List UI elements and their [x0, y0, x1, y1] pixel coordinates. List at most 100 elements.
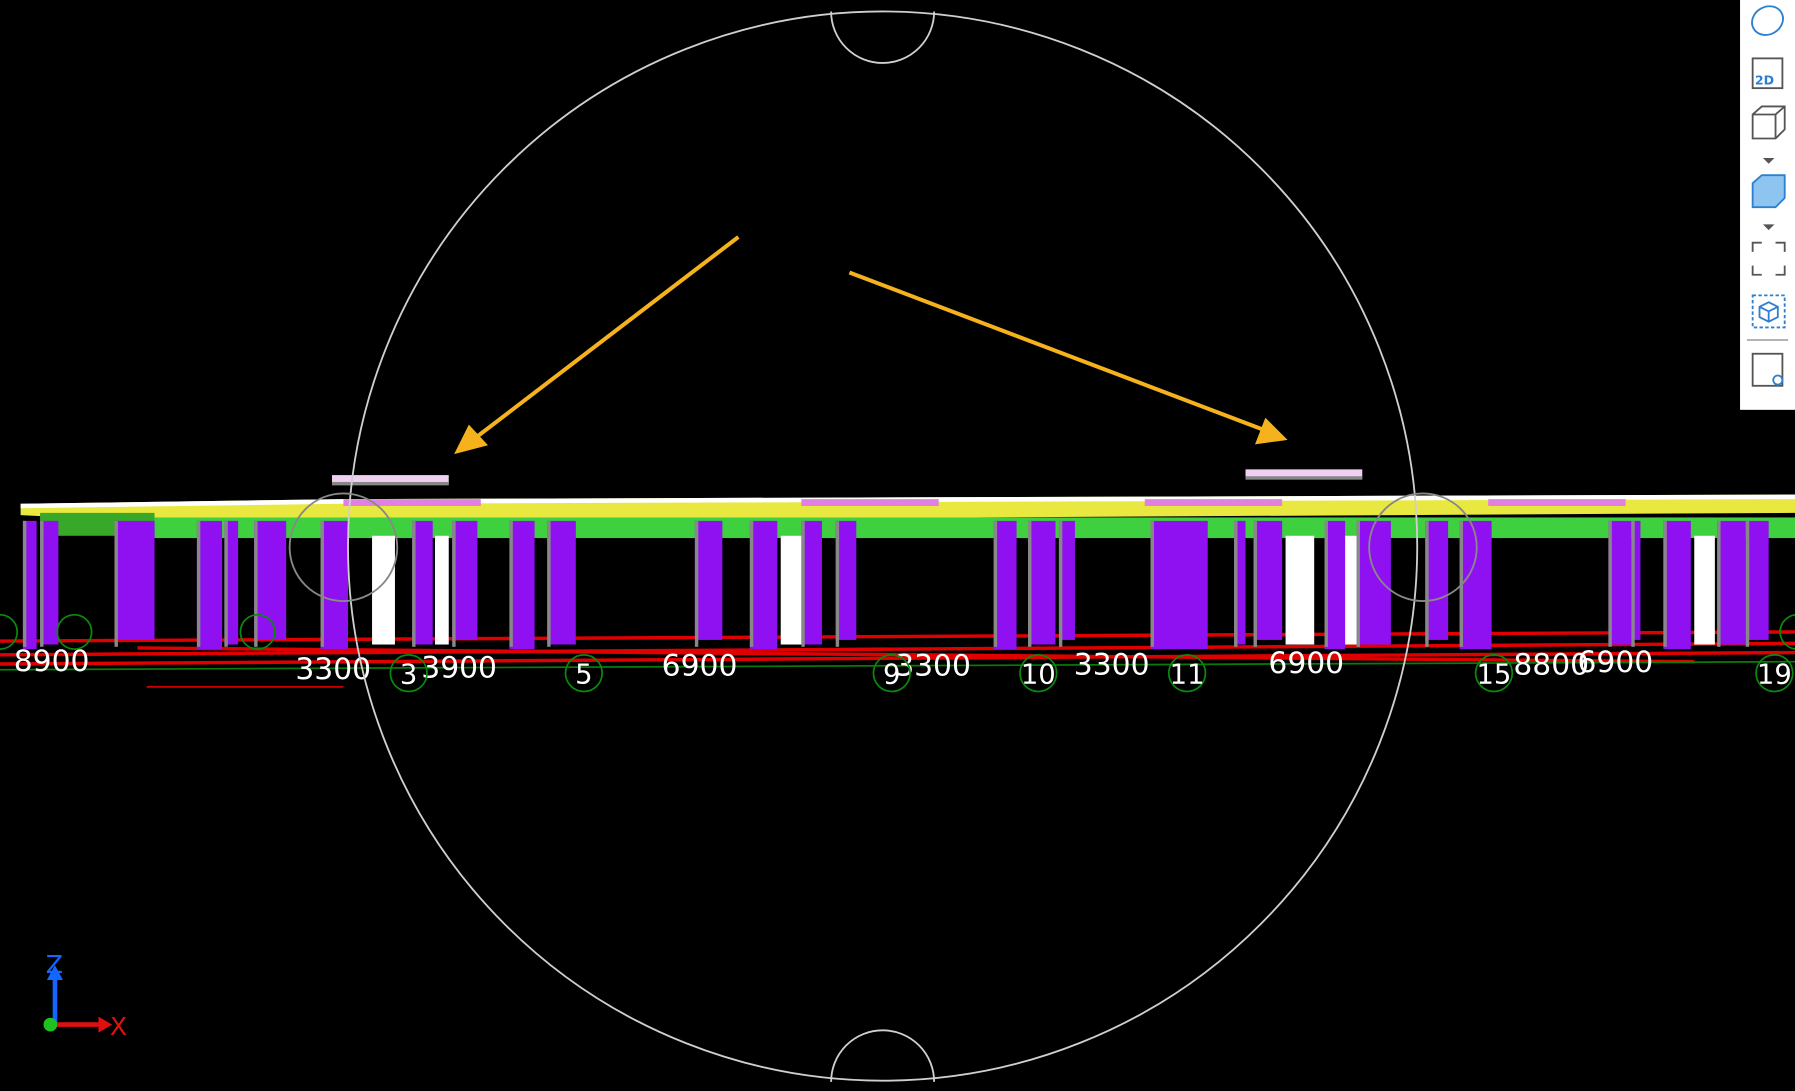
orbit-button[interactable]: [1747, 1, 1788, 41]
grid-bubble: [564, 653, 604, 693]
slab-patch: [801, 499, 939, 507]
column-edge: [452, 520, 456, 647]
view-3d-button[interactable]: [1751, 105, 1786, 140]
grid-label: 3: [400, 659, 417, 690]
dimension-label: 6900: [662, 648, 738, 683]
dropdown[interactable]: [1762, 224, 1775, 231]
column: [801, 520, 822, 645]
column-edge: [749, 520, 754, 647]
view-2d-label[interactable]: 2D: [1755, 73, 1774, 88]
view-2d-button[interactable]: [1751, 57, 1784, 90]
column: [1459, 520, 1492, 650]
dimension-label: 3300: [1074, 647, 1150, 682]
upper-slab-edge: [331, 481, 449, 486]
column-white: [1345, 535, 1357, 645]
dimension-label: 3300: [895, 648, 971, 683]
column-edge: [1425, 520, 1429, 647]
grid-bubble: [1755, 653, 1794, 693]
column: [1745, 520, 1769, 640]
column: [1234, 520, 1246, 645]
column: [547, 520, 576, 645]
column: [749, 520, 778, 650]
arrow-right: [848, 270, 1270, 434]
grid-label: 10: [1021, 659, 1056, 690]
grid-label: 15: [1476, 659, 1511, 690]
grid-label: 5: [575, 659, 592, 690]
dimension-label: 6900: [1268, 646, 1344, 681]
column-edge: [835, 520, 840, 647]
column: [509, 520, 535, 650]
grid-bubble: [1019, 653, 1058, 693]
grid-bubble: [1779, 614, 1795, 650]
dropdown[interactable]: [1762, 157, 1775, 164]
column-edge: [1663, 520, 1667, 647]
column-edge: [1058, 520, 1063, 647]
shaded-button[interactable]: [1751, 174, 1786, 209]
orbit-handle-right: [1368, 492, 1478, 602]
orbit-handle-top: [830, 11, 936, 64]
column-edge: [22, 520, 27, 647]
orbit-handle-left: [288, 492, 399, 602]
column: [114, 520, 155, 640]
dimension-label: 6900: [1577, 645, 1653, 680]
x-arrow: [98, 1016, 113, 1033]
upper-slab: [1245, 469, 1363, 479]
column: [694, 520, 723, 640]
column-edge: [1324, 520, 1328, 647]
grid-bubble: [389, 653, 428, 693]
arrow-head: [454, 424, 488, 455]
column: [1058, 520, 1075, 640]
view-toolbar: 2D: [1740, 0, 1795, 410]
column: [1425, 520, 1449, 640]
grid-bubble: [872, 653, 911, 693]
grid-bubble: [1167, 653, 1207, 693]
column: [1253, 520, 1283, 640]
column-edge: [196, 520, 201, 647]
column: [993, 520, 1017, 650]
fit-button[interactable]: [1751, 241, 1786, 276]
column-edge: [1150, 520, 1154, 647]
z-arrow: [46, 965, 63, 980]
column: [1663, 520, 1691, 650]
floor-line: [137, 646, 1695, 664]
column: [40, 520, 59, 645]
grid-label: 11: [1170, 659, 1205, 690]
properties-button[interactable]: [1751, 352, 1784, 387]
column: [835, 520, 857, 640]
column-edge: [1356, 520, 1360, 647]
grid-label: 19: [1757, 659, 1792, 690]
z-label: Z: [46, 950, 63, 979]
clip-icon: [1758, 301, 1779, 323]
orbit-handle-bottom: [830, 1029, 936, 1082]
orbit-gizmo: [288, 10, 1478, 1082]
eye-icon: [1772, 374, 1784, 386]
slab-patch: [1488, 499, 1626, 507]
column: [412, 520, 433, 645]
column: [452, 520, 478, 640]
axis-indicator: Z X: [43, 950, 127, 1041]
column: [1028, 520, 1056, 645]
column-edge: [40, 520, 44, 647]
column-white: [435, 535, 449, 645]
grid-bubble: [0, 613, 19, 650]
origin: [43, 1017, 58, 1032]
column-edge: [1631, 520, 1635, 647]
column-white: [1694, 535, 1715, 645]
grid-bubble: [56, 613, 93, 650]
column-edge: [1717, 520, 1721, 647]
floor-line: [0, 630, 1795, 643]
clip-button[interactable]: [1751, 294, 1786, 329]
column-edge: [114, 520, 118, 647]
grid-label: 9: [883, 659, 900, 690]
column: [1324, 520, 1346, 650]
column: [1631, 520, 1641, 640]
grid-bubble: [239, 613, 276, 650]
dimension-label: 8800: [1513, 647, 1589, 682]
column-edge: [993, 520, 998, 647]
column-edge: [1745, 520, 1750, 647]
column-edge: [1234, 520, 1238, 647]
column-edge: [1608, 520, 1612, 647]
